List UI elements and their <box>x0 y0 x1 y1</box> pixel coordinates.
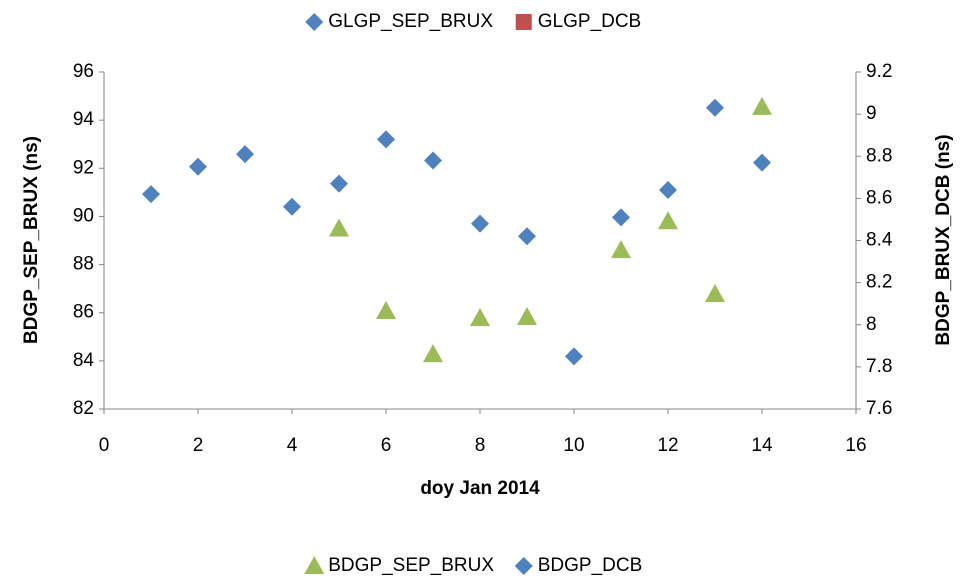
x-tick-label: 2 <box>193 435 204 456</box>
y-axis-label: BDGP_SEP_BRUX (ns) <box>21 136 42 344</box>
y2-tick-label: 8.2 <box>866 272 892 293</box>
point <box>236 145 254 164</box>
x-tick-label: 6 <box>381 435 392 456</box>
y-tick-label: 88 <box>73 254 94 275</box>
legend-marker <box>304 556 325 574</box>
y-tick-label: 86 <box>73 302 94 323</box>
y-tick-label: 96 <box>73 61 94 82</box>
point <box>377 130 395 149</box>
point <box>471 214 489 233</box>
legend-marker <box>514 557 533 575</box>
point <box>330 174 348 193</box>
x-tick-label: 10 <box>563 435 584 456</box>
x-tick-label: 4 <box>287 435 298 456</box>
y-tick-label: 84 <box>73 350 95 371</box>
point <box>753 153 771 172</box>
point <box>752 96 772 115</box>
y2-tick-label: 8.8 <box>866 145 892 166</box>
point <box>565 347 583 366</box>
y-tick-label: 94 <box>73 109 95 130</box>
y2-tick-label: 8.6 <box>866 187 892 208</box>
y2-tick-label: 7.8 <box>866 356 892 377</box>
point <box>705 283 725 302</box>
legend-label: GLGP_SEP_BRUX <box>328 11 493 32</box>
y2-tick-label: 8.4 <box>866 230 893 251</box>
point <box>376 301 396 320</box>
legend-marker <box>305 13 324 31</box>
point <box>283 197 301 216</box>
x-tick-label: 16 <box>845 435 866 456</box>
point <box>470 308 490 327</box>
point <box>658 211 678 230</box>
y2-tick-label: 7.6 <box>866 398 892 419</box>
x-tick-label: 8 <box>475 435 486 456</box>
legend-label: GLGP_DCB <box>538 11 641 32</box>
legend-label: BDGP_SEP_BRUX <box>328 555 494 576</box>
y-tick-label: 92 <box>73 157 94 178</box>
legend-label: BDGP_DCB <box>538 555 643 576</box>
point <box>518 227 536 246</box>
y2-tick-label: 8 <box>866 314 877 335</box>
point <box>611 240 631 259</box>
y-tick-label: 82 <box>73 398 94 419</box>
point <box>517 307 537 326</box>
y2-tick-label: 9.2 <box>866 61 892 82</box>
point <box>612 208 630 227</box>
point <box>424 151 442 170</box>
point <box>189 157 207 176</box>
point <box>706 98 724 117</box>
x-tick-label: 12 <box>657 435 678 456</box>
legend-marker <box>515 14 532 30</box>
x-tick-label: 14 <box>751 435 773 456</box>
point <box>329 218 349 237</box>
point <box>142 185 160 204</box>
point <box>423 344 443 363</box>
point <box>659 180 677 199</box>
y2-tick-label: 9 <box>866 103 877 124</box>
x-axis-label: doy Jan 2014 <box>420 478 540 499</box>
y-tick-label: 90 <box>73 205 94 226</box>
x-tick-label: 0 <box>99 435 110 456</box>
y2-axis-label: BDGP_BRUX_DCB (ns) <box>933 134 954 345</box>
